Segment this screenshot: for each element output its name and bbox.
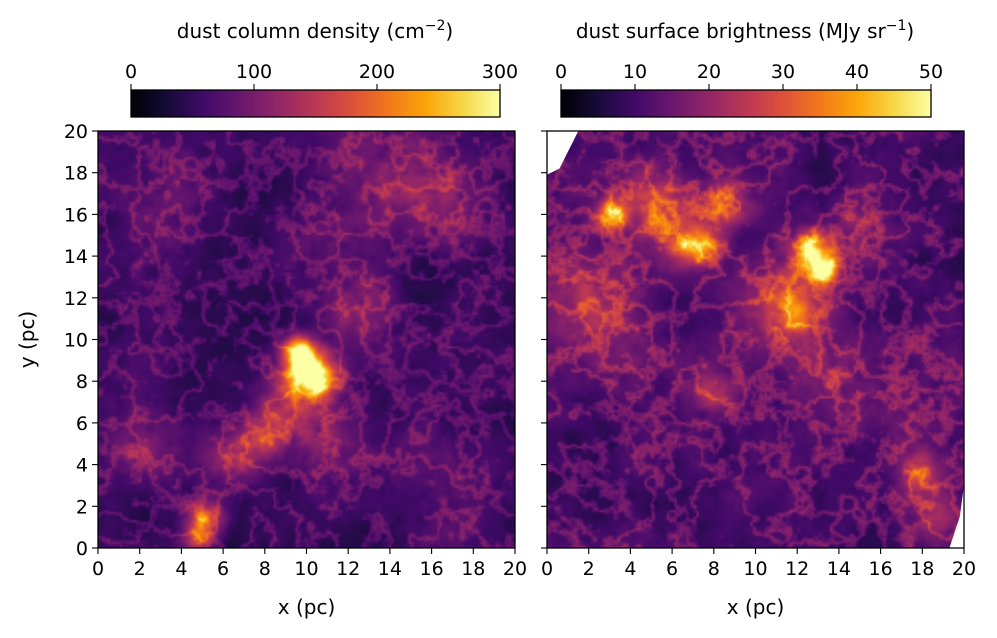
x-tick-label: 10	[294, 558, 318, 580]
colorbar-left-title-exponent: −2	[425, 18, 446, 34]
colorbar-left-gradient	[130, 89, 501, 118]
x-tick-label: 20	[952, 558, 976, 580]
colorbar-tick-label: 50	[919, 61, 943, 83]
panel-right: 0 2 4 6 8 10 12 14 16 18 20 x (pc)	[541, 130, 976, 619]
y-tick-label: 8	[76, 371, 88, 393]
x-tick-label: 12	[785, 558, 809, 580]
colorbar-left: dust column density (cm−2) 0 100 200 300	[125, 18, 518, 118]
colorbar-right-title-text: dust surface brightness (MJy sr	[576, 19, 887, 43]
colorbar-tick-label: 40	[845, 61, 869, 83]
colorbar-left-ticks: 0 100 200 300	[125, 61, 518, 90]
colorbar-right-title-close: )	[906, 19, 914, 43]
colorbar-tick-label: 20	[697, 61, 721, 83]
x-tick-label: 10	[743, 558, 767, 580]
panel-right-x-label: x (pc)	[727, 595, 785, 619]
colorbar-tick-label: 100	[236, 61, 272, 83]
y-tick-label: 20	[64, 121, 88, 143]
colorbar-tick-label: 0	[125, 61, 137, 83]
x-tick-label: 12	[336, 558, 360, 580]
x-tick-label: 0	[541, 558, 553, 580]
x-tick-label: 18	[910, 558, 934, 580]
panel-left-y-label: y (pc)	[15, 311, 39, 369]
blank-region-top-left	[547, 131, 579, 175]
x-tick-label: 20	[503, 558, 527, 580]
colorbar-tick-label: 30	[771, 61, 795, 83]
x-tick-label: 2	[583, 558, 595, 580]
panel-right-blank-regions	[547, 131, 964, 548]
x-tick-label: 4	[624, 558, 636, 580]
x-tick-label: 4	[175, 558, 187, 580]
panel-left-x-label: x (pc)	[278, 595, 336, 619]
panel-left-x-ticks: 0 2 4 6 8 10 12 14 16 18 20	[92, 548, 527, 580]
colorbar-right-ticks: 0 10 20 30 40 50	[555, 61, 943, 90]
y-tick-label: 0	[76, 538, 88, 560]
colorbar-right-title-exponent: −1	[886, 18, 907, 34]
column-density-map	[98, 131, 515, 548]
colorbar-left-title-text: dust column density (cm	[177, 19, 425, 43]
panel-right-x-ticks: 0 2 4 6 8 10 12 14 16 18 20	[541, 548, 976, 580]
y-tick-label: 14	[64, 246, 88, 268]
y-tick-label: 12	[64, 288, 88, 310]
x-tick-label: 2	[134, 558, 146, 580]
x-tick-label: 0	[92, 558, 104, 580]
y-tick-label: 4	[76, 455, 88, 477]
surface-brightness-map	[547, 131, 964, 548]
x-tick-label: 8	[259, 558, 271, 580]
x-tick-label: 14	[827, 558, 851, 580]
y-tick-label: 18	[64, 163, 88, 185]
panel-right-y-ticks	[541, 130, 547, 549]
y-tick-label: 16	[64, 204, 88, 226]
x-tick-label: 18	[461, 558, 485, 580]
x-tick-label: 14	[378, 558, 402, 580]
panel-left-y-ticks: 0 2 4 6 8 10 12 14 16 18 20	[64, 121, 98, 560]
x-tick-label: 16	[420, 558, 444, 580]
colorbar-tick-label: 200	[359, 61, 395, 83]
x-tick-label: 6	[217, 558, 229, 580]
x-tick-label: 6	[666, 558, 678, 580]
x-tick-label: 8	[708, 558, 720, 580]
colorbar-left-title: dust column density (cm−2)	[177, 18, 453, 43]
y-tick-label: 10	[64, 330, 88, 352]
y-tick-label: 2	[76, 496, 88, 518]
x-tick-label: 16	[869, 558, 893, 580]
colorbar-right-title: dust surface brightness (MJy sr−1)	[576, 18, 914, 43]
colorbar-tick-label: 0	[555, 61, 567, 83]
colorbar-tick-label: 300	[482, 61, 518, 83]
colorbar-right: dust surface brightness (MJy sr−1) 0 10 20…	[555, 18, 943, 118]
colorbar-left-title-close: )	[445, 19, 453, 43]
colorbar-right-gradient	[560, 89, 932, 118]
blank-region-right-edge	[949, 485, 964, 548]
y-tick-label: 6	[76, 413, 88, 435]
panel-left: 0 2 4 6 8 10 12 14 16 18 20 0 2 4 6 8 10 12 14 16 18 20 x (p…	[15, 121, 527, 619]
colorbar-tick-label: 10	[623, 61, 647, 83]
